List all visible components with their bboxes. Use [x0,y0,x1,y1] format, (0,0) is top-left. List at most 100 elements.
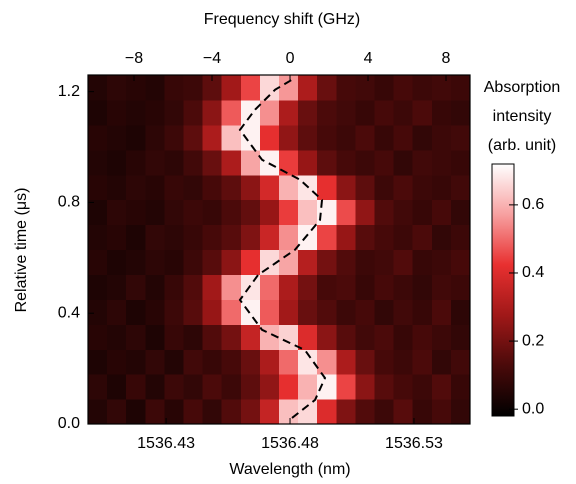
heatmap-cell [393,224,414,251]
heatmap-cell [298,199,318,226]
heatmap-cell [88,324,108,350]
y-tick-label: 1.2 [58,83,80,100]
heatmap-cell [279,75,299,101]
heatmap-cell [355,374,376,400]
heatmap-cell [336,399,356,425]
heatmap-cell [279,349,299,375]
heatmap-cell [374,99,395,126]
heatmap-cell [183,399,204,425]
heatmap-cell [202,299,223,325]
heatmap-cell [145,149,165,176]
y-axis-label: Relative time (μs) [13,188,30,313]
heatmap-cell [355,224,376,251]
heatmap-cell [88,274,108,300]
heatmap-cell [202,149,223,176]
heatmap-cell [164,349,185,375]
heatmap-cell [88,174,108,201]
heatmap-cell [374,399,395,425]
heatmap-cell [202,199,223,226]
heatmap-cell [279,324,299,350]
heatmap-cell [298,124,318,151]
heatmap-cell [164,75,185,101]
heatmap-cell [374,224,395,251]
heatmap-cell [240,174,261,201]
heatmap-cell [450,174,471,201]
heatmap-cell [183,75,204,101]
heatmap-cell [183,224,204,251]
heatmap-cell [450,224,471,251]
heatmap-cell [221,324,242,350]
heatmap-cell [431,299,452,325]
heatmap-cell [412,399,433,425]
heatmap-cell [374,249,395,276]
heatmap-cell [107,124,127,151]
heatmap-cell [336,224,356,251]
heatmap-cell [279,399,299,425]
heatmap-cell [202,399,223,425]
heatmap-cell [240,249,261,276]
heatmap-cell [240,349,261,375]
heatmap-cell [164,324,185,350]
heatmap-cell [164,299,185,325]
heatmap-cell [431,124,452,151]
heatmap-cell [374,349,395,375]
heatmap-cell [450,124,471,151]
heatmap-cell [240,274,261,300]
heatmap-cell [374,174,395,201]
heatmap-cell [240,124,261,151]
heatmap-cell [88,199,108,226]
heatmap-cell [317,374,337,400]
heatmap-cell [164,199,185,226]
heatmap-cell [107,149,127,176]
heatmap-cell [88,75,108,101]
heatmap-cell [126,249,146,276]
heatmap-cell [145,224,165,251]
x-tick-label: 1536.48 [261,435,319,452]
heatmap-cell [393,249,414,276]
heatmap-cell [259,274,280,300]
heatmap-cell [431,75,452,101]
colorbar [491,163,515,417]
heatmap-cell [355,349,376,375]
heatmap-cell [317,174,337,201]
heatmap-cell [317,349,337,375]
heatmap-cell [298,324,318,350]
heatmap-cell [374,299,395,325]
heatmap-cell [355,174,376,201]
heatmap-cell [145,124,165,151]
heatmap-cell [374,199,395,226]
heatmap-cell [279,99,299,126]
heatmap-cell [126,199,146,226]
heatmap-cell [107,199,127,226]
heatmap-cell [183,249,204,276]
heatmap-cell [393,399,414,425]
heatmap-cell [107,324,127,350]
heatmap-cell [202,324,223,350]
heatmap-cell [183,149,204,176]
heatmap-cell [431,249,452,276]
heatmap-cell [183,174,204,201]
heatmap-cell [450,149,471,176]
heatmap-cell [336,124,356,151]
heatmap-cell [336,199,356,226]
heatmap-cell [88,299,108,325]
heatmap-cell [126,374,146,400]
heatmap-cell [374,75,395,101]
heatmap-cell [412,124,433,151]
heatmap-cell [221,299,242,325]
heatmap-cell [412,324,433,350]
y-tick-label: 0.4 [58,304,80,321]
heatmap-cell [126,299,146,325]
heatmap-cell [145,349,165,375]
heatmap-cell [279,149,299,176]
heatmap-cell [126,75,146,101]
heatmap-cell [107,399,127,425]
heatmap-cell [317,124,337,151]
heatmap-cell [164,399,185,425]
colorbar-tick-label: 0.6 [522,196,544,213]
heatmap-cell [355,324,376,350]
heatmap-cell [221,75,242,101]
heatmap-cell [336,249,356,276]
heatmap-cell [298,349,318,375]
heatmap-cell [412,274,433,300]
